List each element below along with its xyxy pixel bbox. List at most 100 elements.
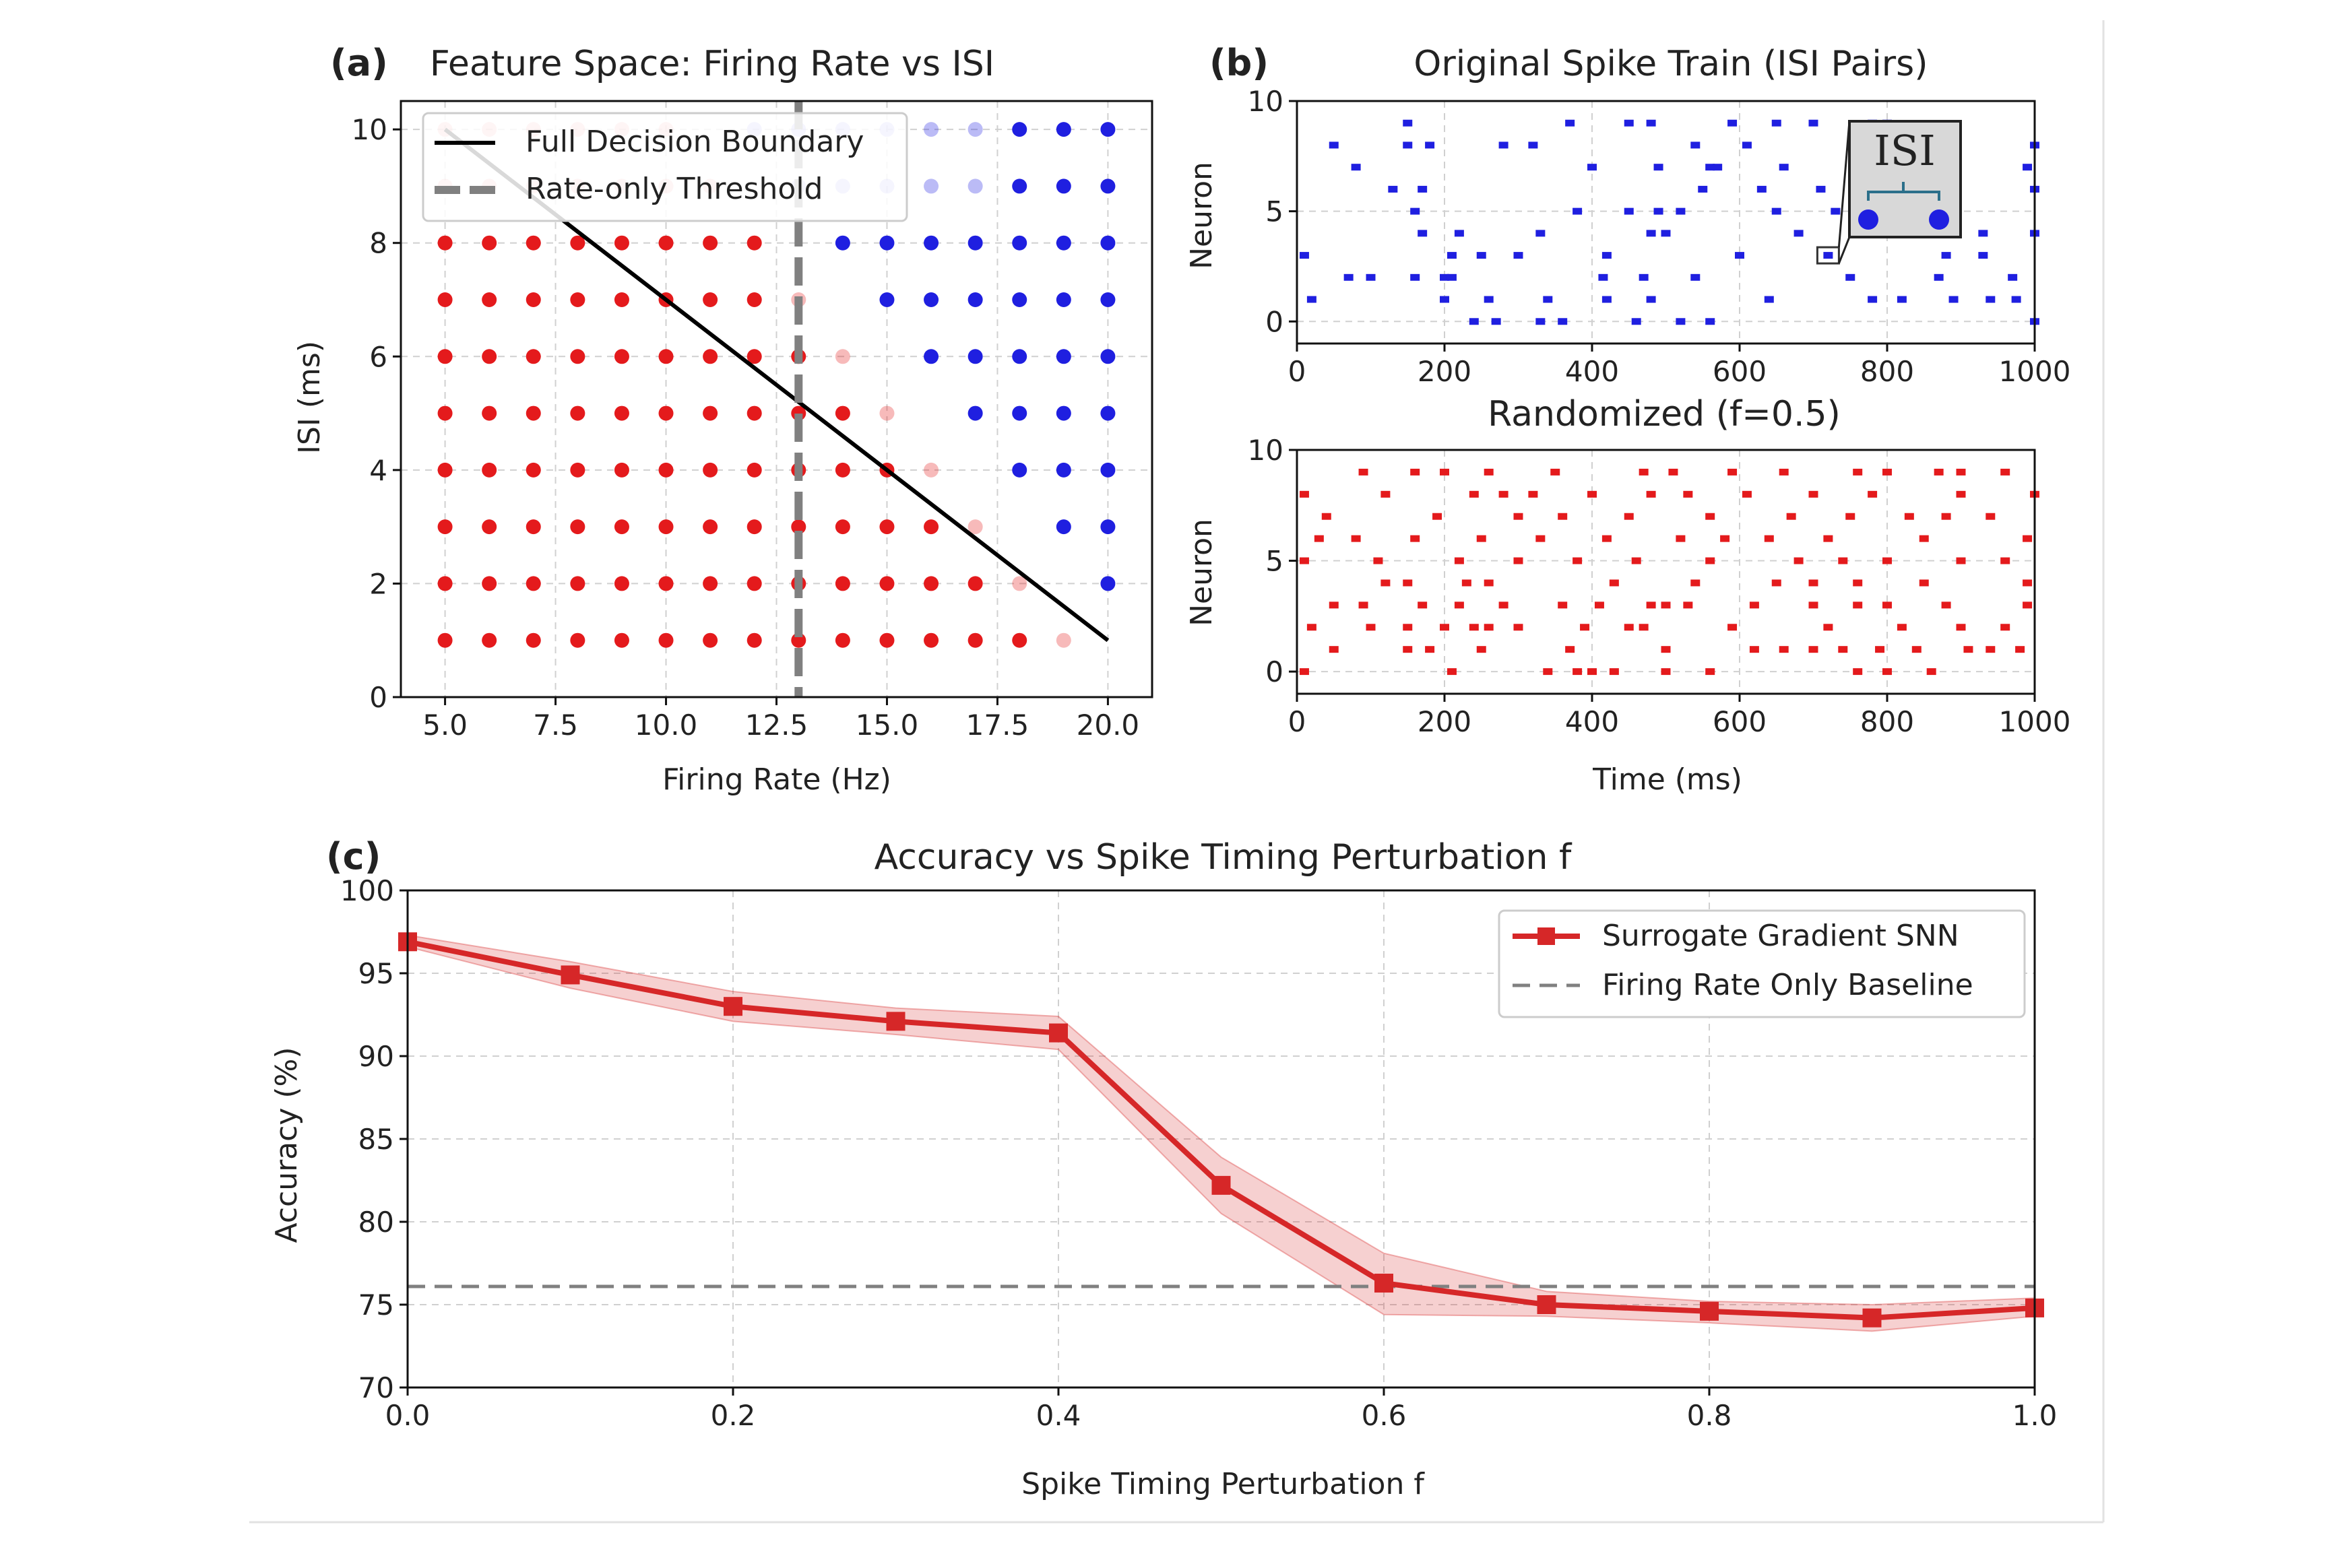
spike-mark (1808, 119, 1818, 127)
spike-mark (1720, 535, 1730, 542)
spike-mark (1491, 318, 1501, 325)
spike-mark (1705, 668, 1715, 676)
panel-b-randomized-frame (1296, 449, 2036, 695)
spike-mark (1366, 273, 1376, 281)
spike-mark (1816, 185, 1826, 193)
panel-b-randomized-xtick-label: 600 (1713, 705, 1767, 738)
spike-mark (1749, 646, 1759, 653)
panel-a-label: (a) (330, 42, 388, 84)
spike-mark (1764, 535, 1774, 542)
panel-c-ytick-label: 70 (358, 1371, 394, 1404)
spike-mark (1838, 557, 1848, 564)
spike-mark (1853, 468, 1863, 476)
spike-mark (1601, 252, 1612, 259)
class-red-point (526, 292, 541, 307)
panel-a-xtick-label: 17.5 (966, 709, 1029, 742)
spike-mark (1727, 119, 1738, 127)
spike-mark (1727, 468, 1738, 476)
class-blue-point (1056, 122, 1071, 137)
class-red-point (570, 405, 585, 421)
legend-threshold-label: Rate-only Threshold (526, 172, 823, 206)
class-red-point (924, 519, 939, 535)
class-red-point (879, 519, 895, 535)
panel-a-xtick-label: 5.0 (422, 709, 468, 742)
spike-mark (1624, 119, 1634, 127)
panel-c-ytick-label: 95 (358, 957, 394, 990)
spike-mark (1454, 557, 1464, 564)
spike-mark (1882, 468, 1892, 476)
spike-mark (1461, 579, 1471, 587)
panel-b-original-xtick-label: 0 (1288, 355, 1306, 388)
panel-b-original-xtick-label: 200 (1418, 355, 1471, 388)
panel-a-ytick-label: 10 (352, 113, 387, 146)
spike-mark (1978, 230, 1988, 237)
class-red-point (703, 235, 718, 251)
spike-mark (1403, 624, 1413, 631)
class-blue-point (1056, 349, 1071, 364)
spike-mark (1321, 513, 1331, 520)
class-red-point (747, 349, 762, 364)
class-blue-point (1012, 462, 1027, 478)
class-blue-point (1100, 519, 1116, 535)
class-red-point (570, 292, 585, 307)
spike-mark (1624, 207, 1634, 215)
spike-mark (1558, 318, 1568, 325)
class-red-point (1056, 632, 1071, 648)
spike-mark (1403, 646, 1413, 653)
class-red-point (924, 576, 939, 591)
spike-mark (1823, 624, 1833, 631)
class-red-point (703, 576, 718, 591)
class-red-point (526, 349, 541, 364)
isi-inset: ISI (1816, 120, 1962, 265)
spike-mark (1498, 601, 1509, 609)
panel-a-xtick-label: 15.0 (856, 709, 919, 742)
spike-mark (1749, 601, 1759, 609)
spike-mark (1573, 557, 1583, 564)
class-red-point (570, 349, 585, 364)
class-blue-point (1100, 178, 1116, 194)
accuracy-markers (398, 932, 2044, 1328)
spike-mark (1573, 668, 1583, 676)
spike-mark (1646, 230, 1656, 237)
spike-mark (2000, 468, 2010, 476)
spike-mark (1476, 646, 1486, 653)
class-blue-point (1012, 405, 1027, 421)
spike-mark (1440, 273, 1449, 281)
spike-mark (1498, 141, 1509, 149)
panel-a-frame (400, 100, 1153, 698)
spike-mark (1771, 207, 1781, 215)
spike-mark (1676, 535, 1686, 542)
class-blue-point (1012, 235, 1027, 251)
spike-mark (1986, 513, 1996, 520)
spike-mark (1771, 579, 1781, 587)
class-red-point (703, 519, 718, 535)
class-blue-point (924, 235, 939, 251)
spike-mark (1698, 185, 1708, 193)
spike-mark (1543, 296, 1553, 303)
isi-connector (1837, 121, 1851, 248)
spike-mark (1868, 490, 1878, 498)
panel-a-ytick-label: 2 (369, 567, 387, 600)
class-red-point (482, 519, 497, 535)
class-red-point (747, 462, 762, 478)
panel-a: 5.0 7.5 10.0 12.5 15.0 17.5 20.0 0 2 4 6 8 10 (a) Fe… (292, 42, 1153, 797)
spike-mark (1742, 490, 1752, 498)
class-red-point (614, 292, 629, 307)
spike-mark (1986, 296, 1996, 303)
class-blue-point (1100, 405, 1116, 421)
isi-spike-dot (1858, 209, 1878, 230)
class-red-point (437, 349, 453, 364)
class-red-point (658, 235, 674, 251)
class-red-point (437, 235, 453, 251)
spike-mark (1646, 119, 1656, 127)
spike-mark (1343, 273, 1354, 281)
panel-b-original-xtick-label: 1000 (1999, 355, 2071, 388)
spike-mark (1742, 141, 1752, 149)
class-red-point (835, 405, 850, 421)
class-red-point (747, 632, 762, 648)
spike-mark (1845, 273, 1855, 281)
panel-b-original-xtick-label: 600 (1713, 355, 1767, 388)
spike-mark (1498, 490, 1509, 498)
spike-mark (1528, 141, 1538, 149)
panel-b-original-xtick-label: 800 (1860, 355, 1914, 388)
